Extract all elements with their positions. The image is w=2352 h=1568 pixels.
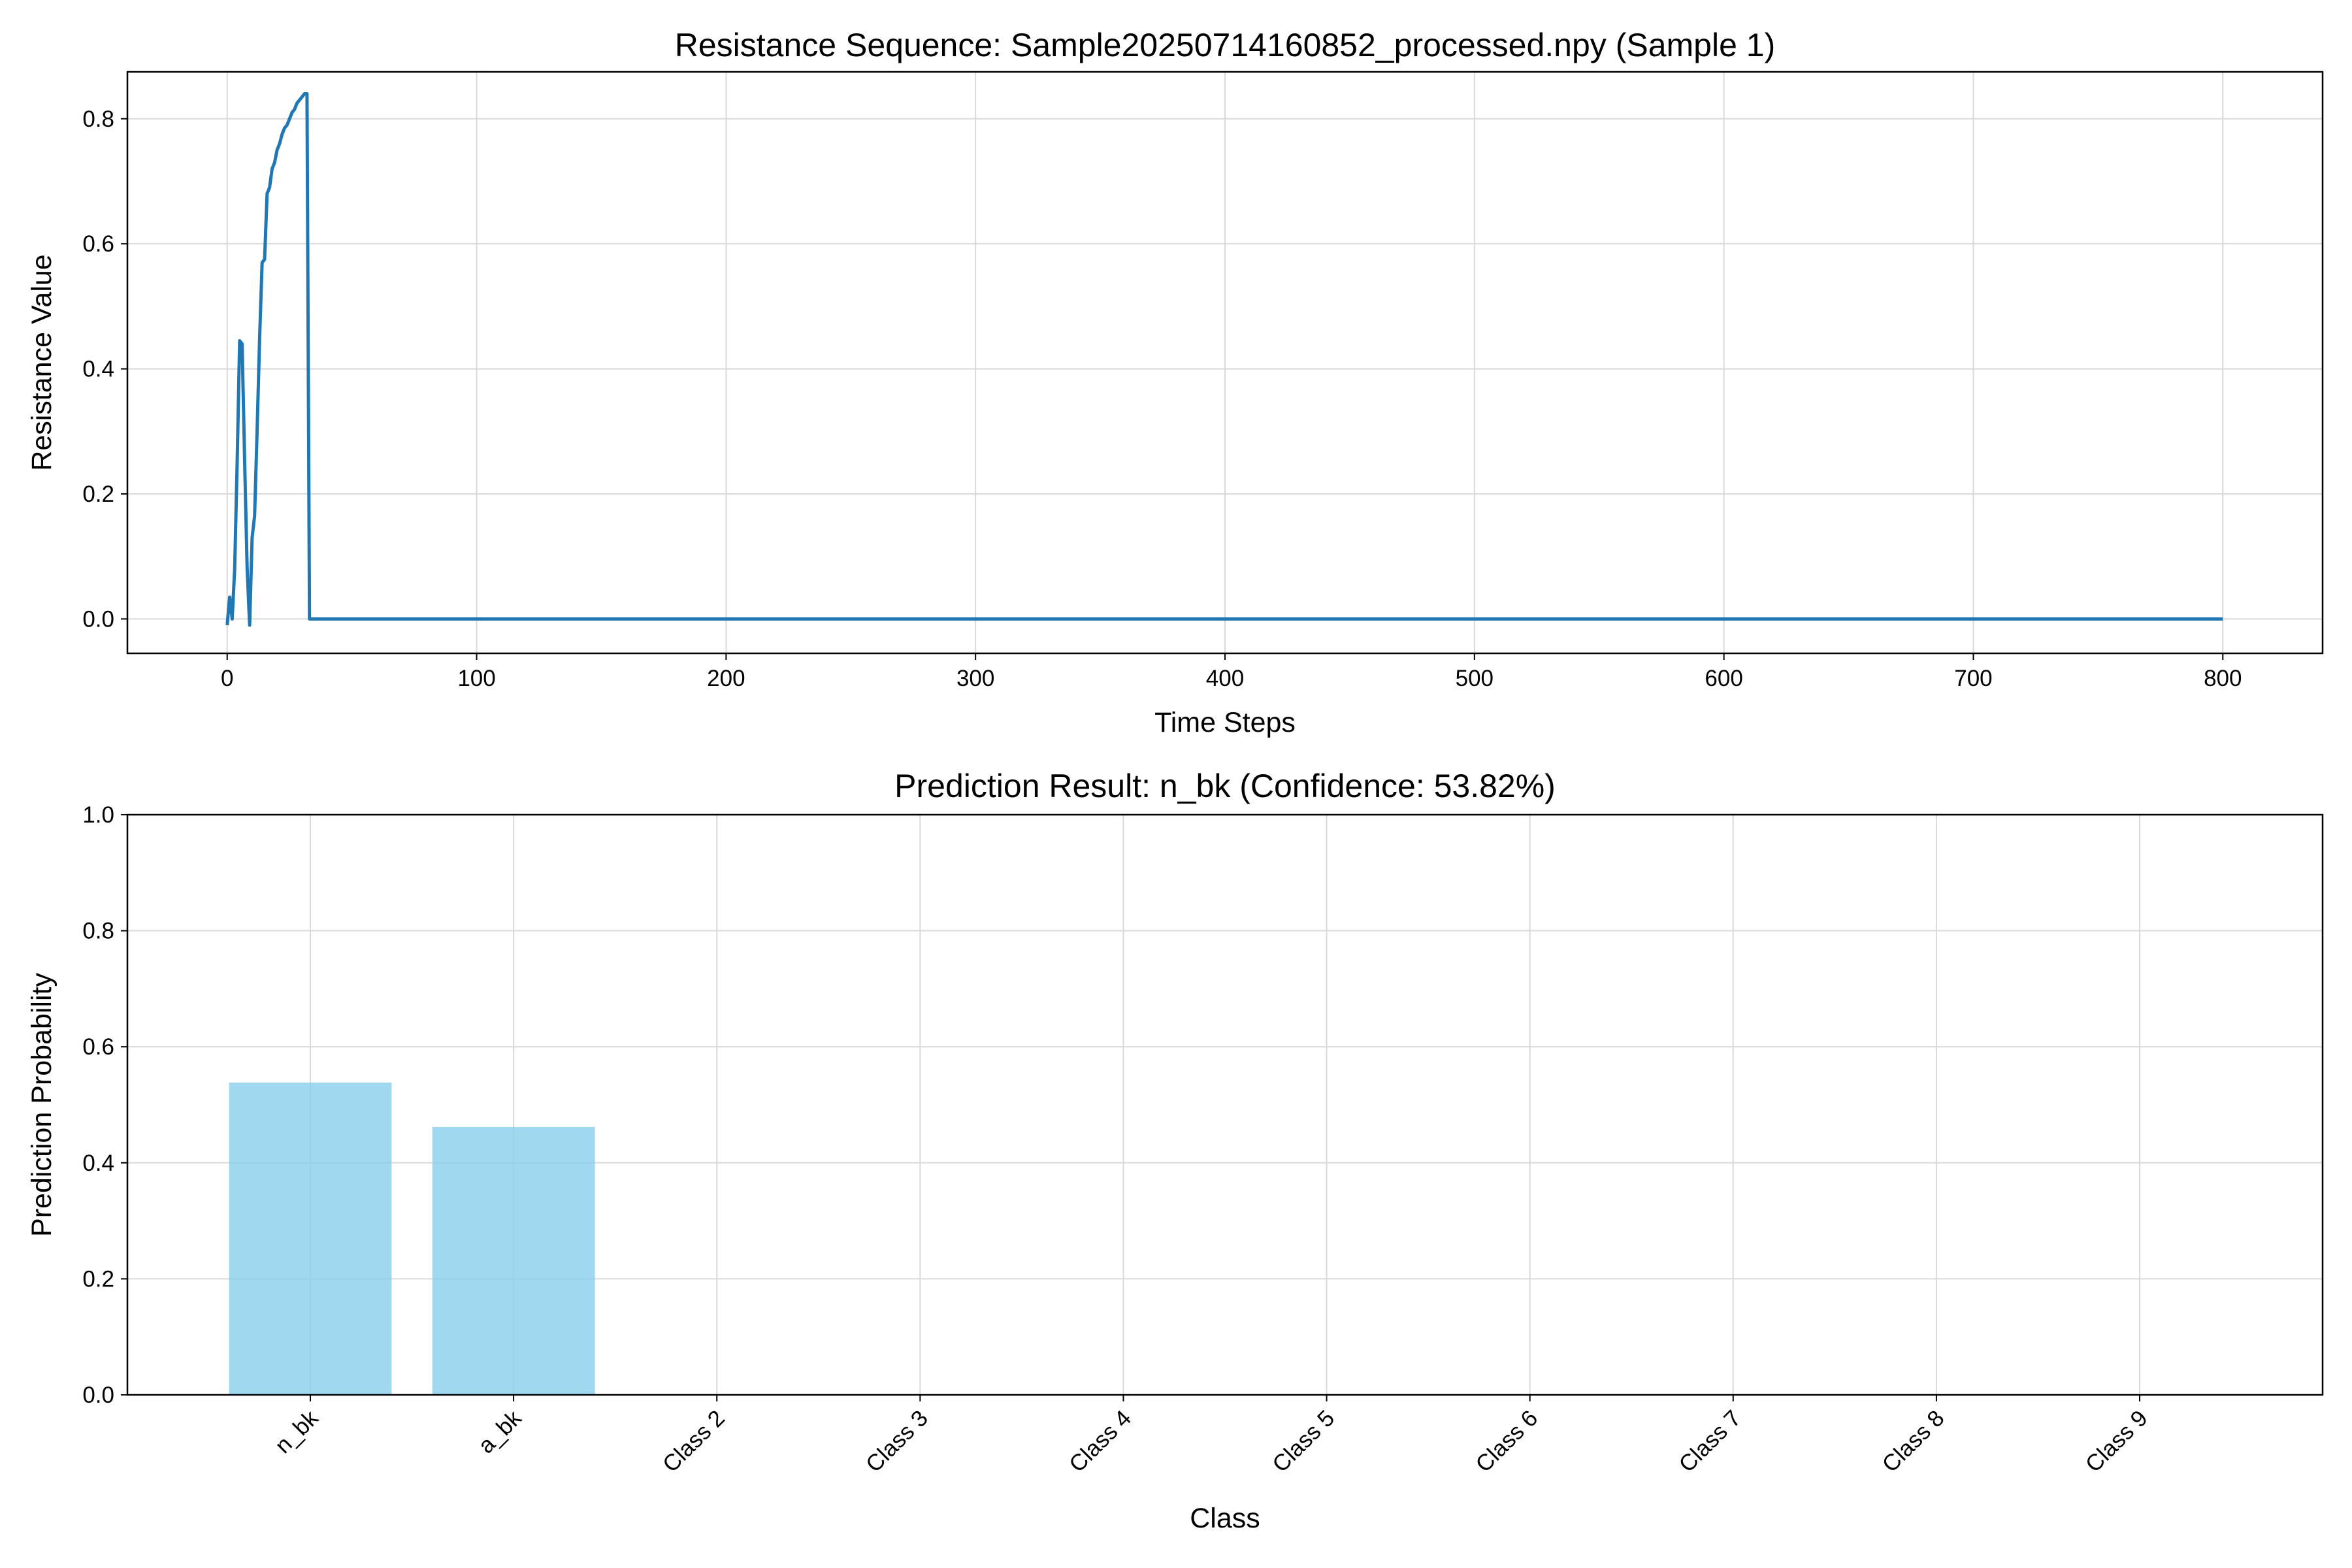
plot-frame: [126, 813, 2324, 1396]
y-tick-label: 0.0: [82, 606, 114, 632]
resistance-line-chart: Resistance Sequence: Sample2025071416085…: [26, 27, 2324, 738]
y-tick-label: 0.8: [82, 106, 114, 132]
x-tick-label: 700: [1954, 666, 1992, 691]
y-tick-label: 1.0: [82, 802, 114, 828]
y-tick-label: 0.4: [82, 1151, 114, 1176]
y-tick-label: 0.0: [82, 1382, 114, 1408]
y-tick-label: 0.2: [82, 1266, 114, 1292]
y-axis-label: Resistance Value: [26, 254, 57, 470]
y-axis-label: Prediction Probability: [26, 973, 57, 1237]
x-axis-label: Time Steps: [1154, 707, 1296, 738]
x-axis-label: Class: [1190, 1503, 1260, 1534]
grid: [127, 72, 2323, 653]
y-tick-label: 0.2: [82, 482, 114, 507]
x-tick-label: 300: [956, 666, 994, 691]
y-tick-label: 0.8: [82, 919, 114, 944]
series-line: [225, 92, 2223, 627]
x-tick-label: 0: [221, 666, 233, 691]
x-tick-label: 500: [1456, 666, 1494, 691]
tick-layer: 0 100 200 300 400 500 600 700 800 0.0 0.2 0.4 0.6 0.8: [82, 106, 2242, 691]
bar: [432, 1126, 595, 1395]
x-tick-label: 200: [707, 666, 745, 691]
y-tick-label: 0.6: [82, 231, 114, 257]
x-tick-label: 800: [2204, 666, 2242, 691]
bar: [229, 1083, 392, 1395]
chart-title: Resistance Sequence: Sample2025071416085…: [675, 27, 1775, 63]
x-tick-label: 600: [1705, 666, 1742, 691]
bar-layer: [229, 1083, 595, 1395]
chart-title: Prediction Result: n_bk (Confidence: 53.…: [894, 768, 1556, 804]
y-tick-label: 0.4: [82, 357, 114, 382]
y-tick-label: 0.6: [82, 1034, 114, 1060]
series-layer: [225, 92, 2223, 627]
x-tick-label: 100: [457, 666, 495, 691]
x-tick-label: 400: [1206, 666, 1244, 691]
